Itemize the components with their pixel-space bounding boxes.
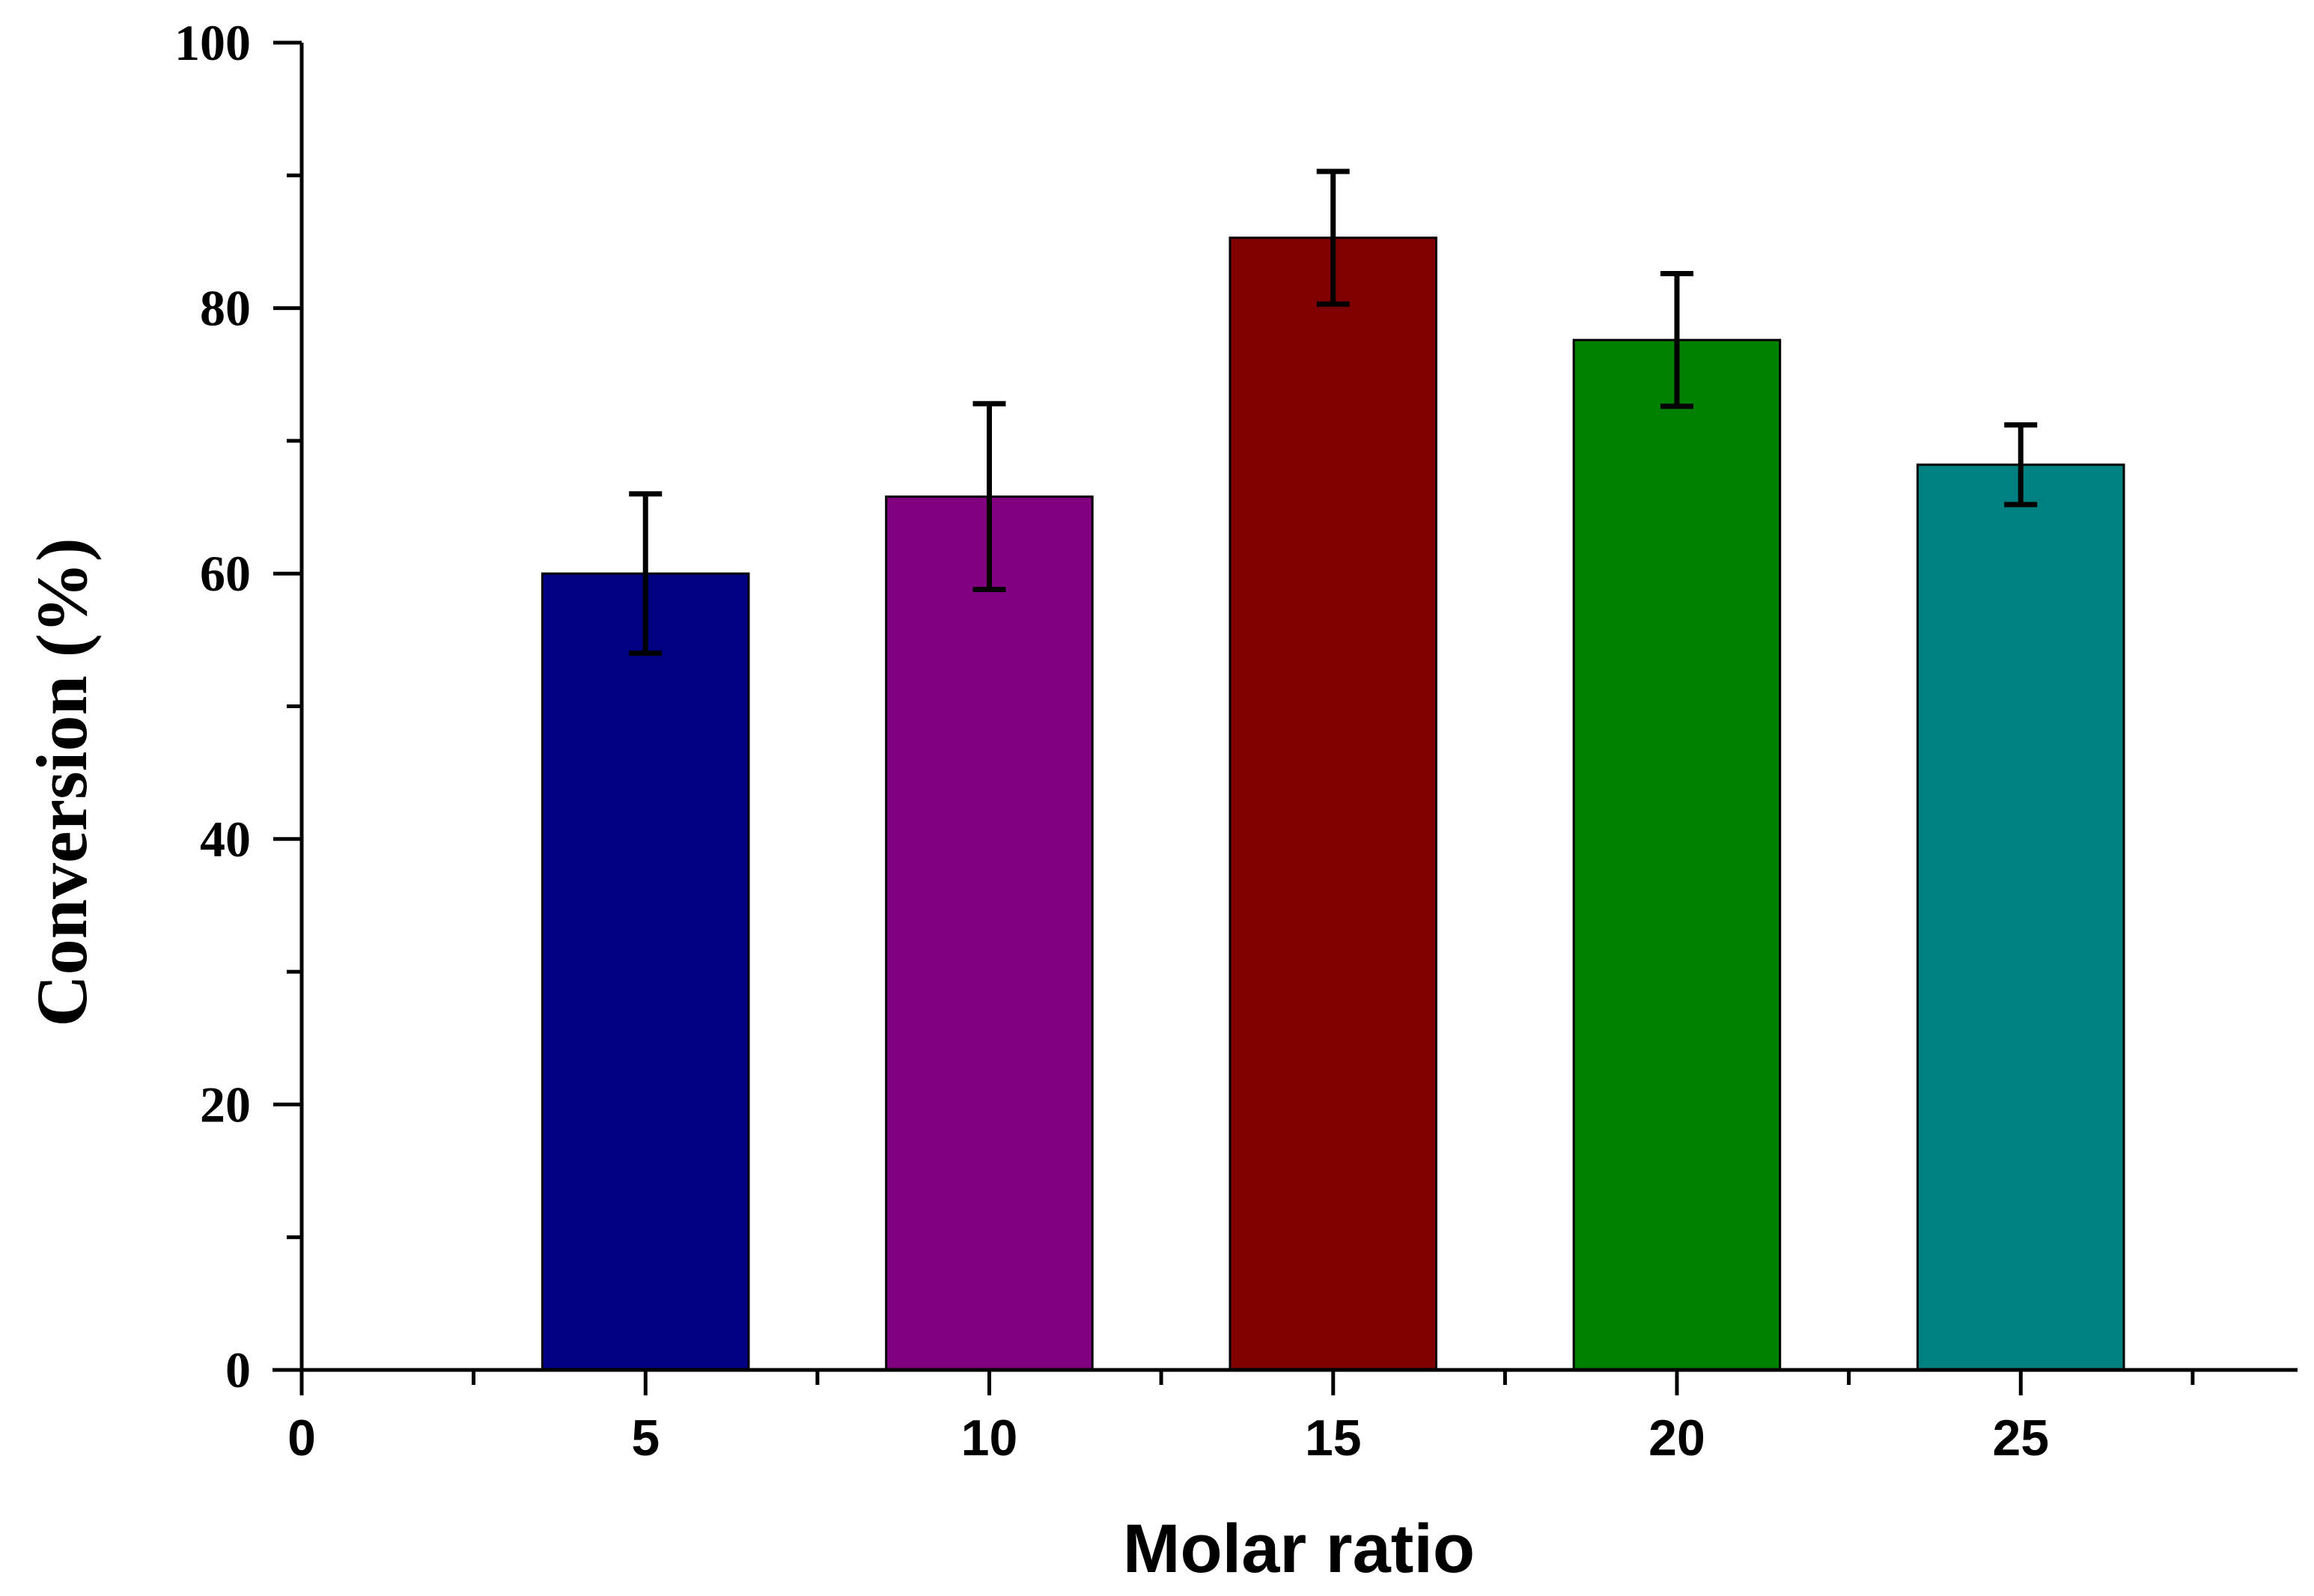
- bars-layer: [541, 237, 2125, 1371]
- x-tick-label-5: 5: [631, 1410, 660, 1466]
- bar-10: [885, 495, 1094, 1371]
- y-tick-label-40: 40: [200, 811, 251, 868]
- bar-25: [1916, 463, 2125, 1371]
- error-bars-layer: [629, 168, 2038, 657]
- bar-5: [541, 572, 750, 1371]
- bar-15: [1228, 237, 1437, 1371]
- y-tick-label-60: 60: [200, 545, 251, 602]
- bar-20: [1572, 338, 1782, 1371]
- x-axis-title: Molar ratio: [1123, 1511, 1475, 1587]
- x-tick-label-15: 15: [1305, 1410, 1362, 1466]
- ticks-layer: [273, 40, 2195, 1395]
- y-axis-title: Conversion (%): [22, 537, 102, 1026]
- y-tick-label-0: 0: [225, 1341, 251, 1398]
- x-tick-label-10: 10: [961, 1410, 1018, 1466]
- x-tick-label-0: 0: [287, 1410, 316, 1466]
- y-tick-label-20: 20: [200, 1076, 251, 1133]
- x-tick-label-25: 25: [1992, 1410, 2049, 1466]
- y-tick-label-80: 80: [200, 280, 251, 337]
- x-tick-label-20: 20: [1648, 1410, 1705, 1466]
- y-tick-label-100: 100: [174, 14, 251, 71]
- tick-labels-layer: 0 20 40 60 80 100 0 5 10 15 20 25: [174, 14, 2049, 1466]
